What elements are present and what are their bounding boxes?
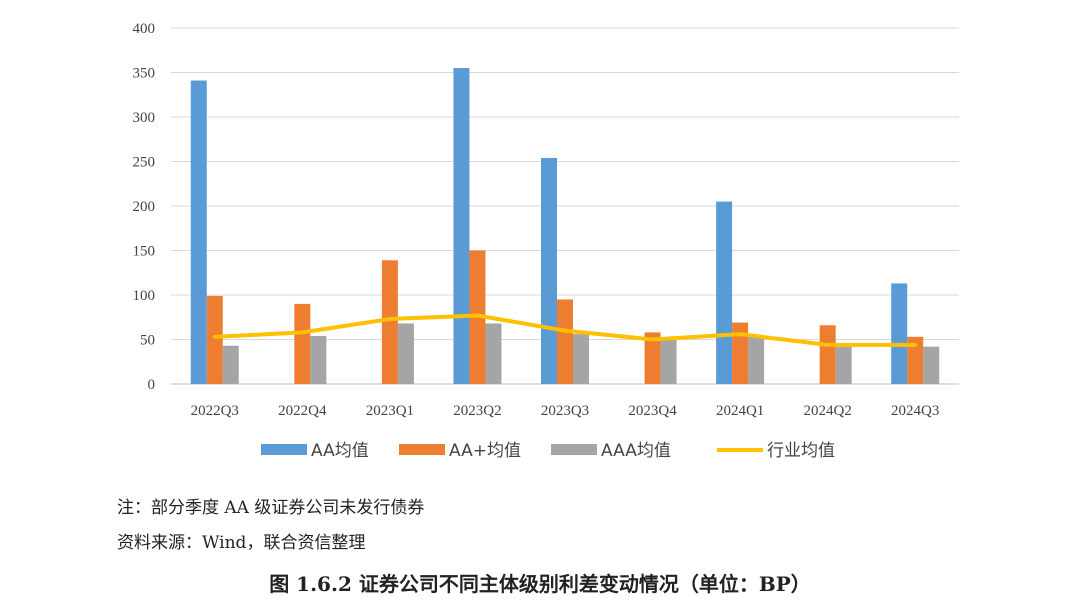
legend: AA均值 AA+均值 AAA均值 行业均值 [261, 441, 835, 461]
legend-swatch [399, 444, 445, 455]
y-tick-label: 0 [148, 377, 156, 393]
bar-AAA均值-2023Q3 [573, 334, 589, 384]
bar-AAA均值-2024Q3 [923, 346, 940, 384]
y-tick-label: 200 [133, 199, 156, 215]
x-axis-ticks: 2022Q3 2022Q4 2023Q1 2023Q2 2023Q3 2023Q4 2024… [191, 403, 940, 419]
chart-note: 注：部分季度 AA 级证券公司未发行债券 [117, 498, 425, 518]
bar-AAA均值-2023Q1 [397, 323, 414, 384]
bar-AA+均值-2024Q1 [732, 322, 749, 384]
x-tick-label: 2023Q2 [453, 403, 501, 419]
y-tick-label: 50 [140, 333, 155, 349]
x-tick-label: 2023Q4 [628, 403, 677, 419]
bar-AA均值-2022Q3 [190, 80, 207, 384]
legend-label: AA+均值 [449, 441, 521, 461]
legend-swatch [551, 444, 597, 455]
bar-AAA均值-2023Q2 [485, 323, 502, 384]
industry-line [212, 313, 918, 347]
legend-label: AAA均值 [601, 441, 671, 461]
bar-AA均值-2024Q3 [891, 283, 908, 384]
x-tick-label: 2022Q4 [278, 403, 327, 419]
bars [190, 68, 940, 385]
y-tick-label: 300 [133, 110, 156, 126]
y-tick-label: 100 [133, 288, 156, 304]
x-tick-label: 2024Q1 [716, 403, 764, 419]
chart-source: 资料来源：Wind，联合资信整理 [117, 533, 366, 553]
y-tick-label: 350 [133, 66, 156, 82]
bar-AA+均值-2024Q3 [907, 336, 924, 384]
bar-AA均值-2024Q1 [716, 201, 733, 384]
figure-caption: 图 1.6.2 证券公司不同主体级别利差变动情况（单位：BP） [269, 572, 811, 596]
bar-AA均值-2023Q3 [541, 157, 557, 384]
bar-AA+均值-2023Q4 [644, 332, 661, 384]
legend-swatch [261, 444, 307, 455]
bar-AA+均值-2023Q1 [381, 260, 398, 384]
legend-label: 行业均值 [767, 441, 835, 461]
bar-AA均值-2023Q2 [453, 68, 470, 385]
bar-AAA均值-2024Q1 [748, 336, 765, 384]
bar-AAA均值-2022Q3 [222, 345, 239, 384]
bar-AA+均值-2024Q2 [819, 325, 836, 384]
bar-AA+均值-2022Q4 [294, 303, 311, 384]
x-tick-label: 2023Q3 [541, 403, 589, 419]
y-tick-label: 400 [133, 21, 156, 37]
bar-AA+均值-2023Q3 [557, 299, 573, 384]
legend-label: AA均值 [311, 441, 369, 461]
bar-AA+均值-2022Q3 [206, 295, 223, 384]
y-tick-label: 250 [133, 155, 156, 171]
x-tick-label: 2024Q2 [803, 403, 851, 419]
bar-AAA均值-2024Q2 [835, 345, 852, 384]
y-axis-ticks: 0 50 100 150 200 250 300 350 400 [133, 21, 156, 393]
x-tick-label: 2022Q3 [191, 403, 239, 419]
y-tick-label: 150 [133, 244, 156, 260]
bar-AAA均值-2022Q4 [310, 335, 327, 384]
x-tick-label: 2023Q1 [366, 403, 414, 419]
x-tick-label: 2024Q3 [891, 403, 939, 419]
bar-AAA均值-2023Q4 [660, 337, 677, 384]
